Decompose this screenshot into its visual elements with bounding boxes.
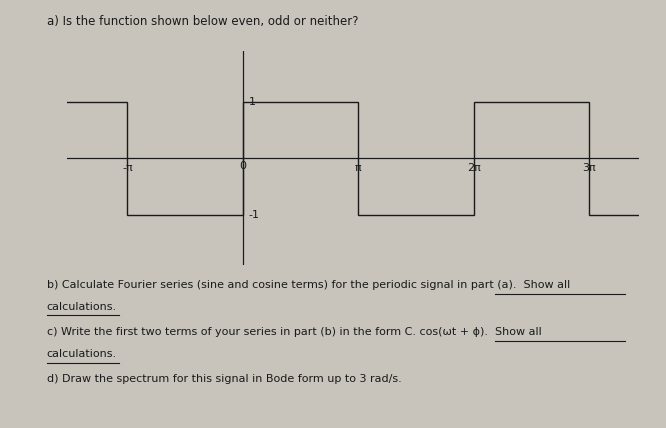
Text: 0: 0 <box>239 161 246 171</box>
Text: 1: 1 <box>248 97 255 107</box>
Text: c) Write the first two terms of your series in part (b) in the form C. cos(ωt + : c) Write the first two terms of your ser… <box>47 327 541 337</box>
Text: b) Calculate Fourier series (sine and cosine terms) for the periodic signal in p: b) Calculate Fourier series (sine and co… <box>47 280 570 290</box>
Text: calculations.: calculations. <box>47 349 117 359</box>
Text: 2π: 2π <box>467 163 480 173</box>
Text: a) Is the function shown below even, odd or neither?: a) Is the function shown below even, odd… <box>47 15 358 28</box>
Text: calculations.: calculations. <box>47 302 117 312</box>
Text: 3π: 3π <box>582 163 595 173</box>
Text: -π: -π <box>122 163 133 173</box>
Text: -1: -1 <box>248 210 259 220</box>
Text: π: π <box>355 163 362 173</box>
Text: d) Draw the spectrum for this signal in Bode form up to 3 rad/s.: d) Draw the spectrum for this signal in … <box>47 374 402 384</box>
